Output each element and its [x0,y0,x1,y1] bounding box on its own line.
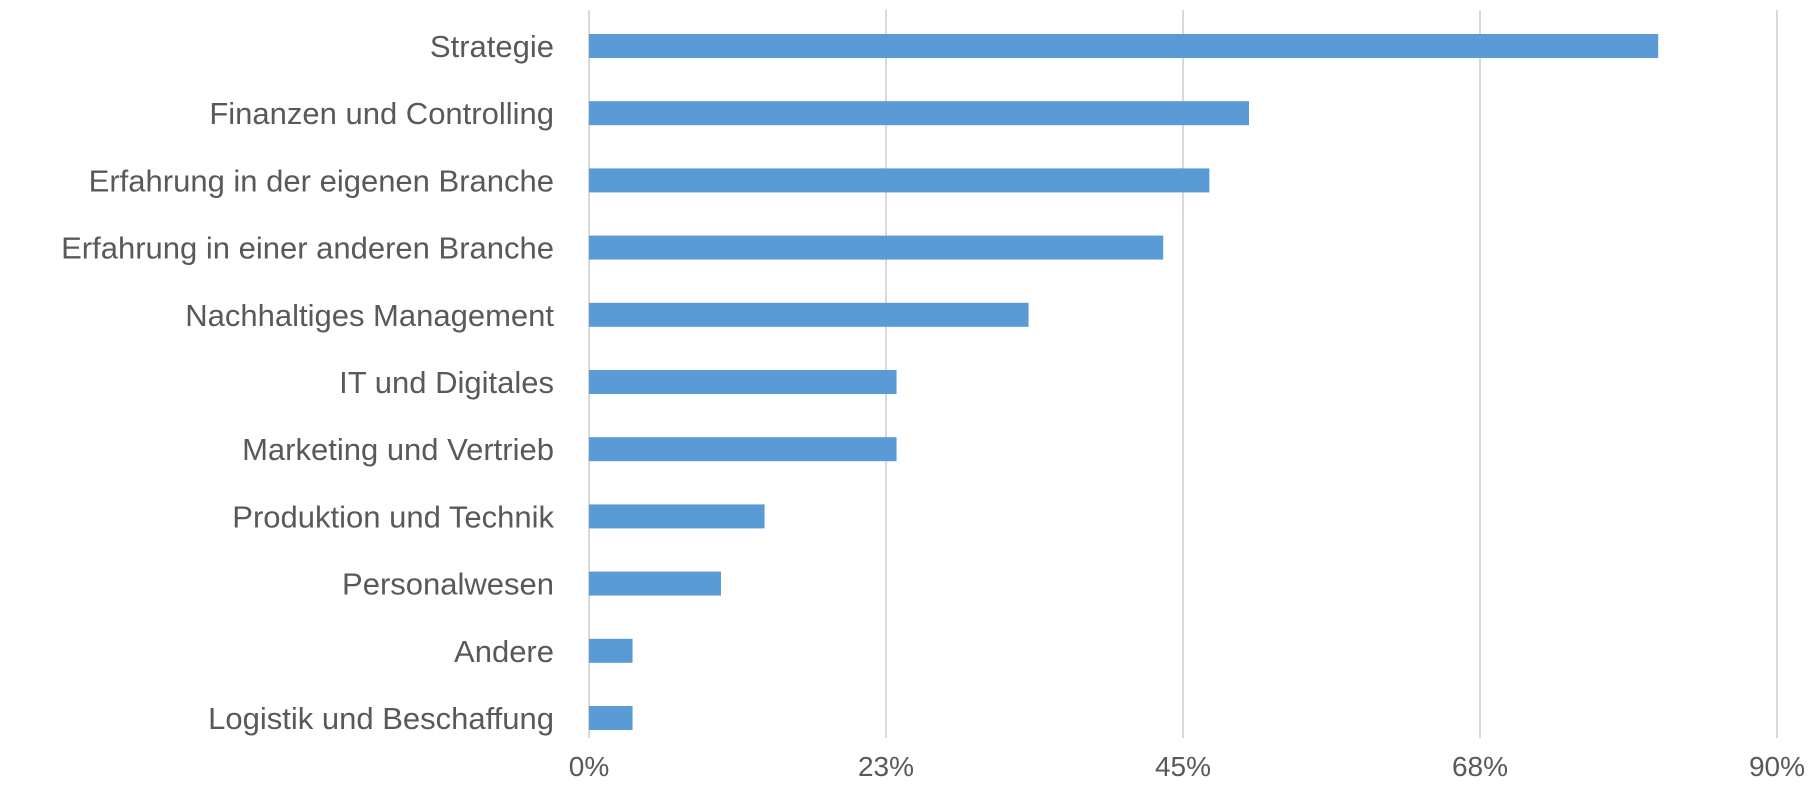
category-label: Strategie [430,29,554,64]
category-label: Erfahrung in einer anderen Branche [61,231,554,266]
bar [589,571,721,596]
category-label: IT und Digitales [339,365,554,400]
category-label: Finanzen und Controlling [209,96,554,131]
category-label: Nachhaltiges Management [185,298,554,333]
bar [589,638,633,663]
x-tick-label: 90% [1749,751,1805,782]
x-tick-label: 23% [858,751,914,782]
category-label: Marketing und Vertrieb [242,432,554,467]
bar [589,370,897,394]
category-label: Personalwesen [342,567,554,602]
x-tick-label: 0% [569,751,609,782]
bar [589,101,1249,126]
bar [589,235,1164,260]
category-label: Andere [454,634,554,669]
bar [589,504,765,529]
category-labels: Strategie Finanzen und Controlling Erfahru… [61,29,554,736]
category-label: Produktion und Technik [232,499,554,534]
bar [589,168,1210,193]
gridlines [588,10,1778,738]
x-tick-label: 68% [1452,751,1508,782]
bar [589,437,897,462]
bar [589,34,1659,58]
category-label: Logistik und Beschaffung [208,701,554,736]
category-label: Erfahrung in der eigenen Branche [89,163,554,198]
bars [589,34,1659,730]
x-tick-label: 45% [1155,751,1211,782]
bar [589,706,633,730]
bar [589,302,1029,327]
x-axis-tick-labels: 0% 23% 45% 68% 90% [569,751,1805,782]
